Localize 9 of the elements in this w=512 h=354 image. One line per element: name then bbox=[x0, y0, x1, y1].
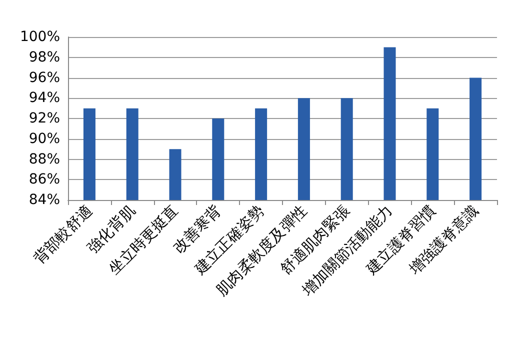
y-tick-label: 98% bbox=[28, 49, 60, 66]
y-tick-label: 94% bbox=[28, 90, 60, 106]
y-tick-label: 96% bbox=[28, 70, 60, 86]
y-tick-label: 88% bbox=[28, 151, 60, 168]
y-tick-label: 90% bbox=[28, 130, 60, 147]
y-tick-label: 100% bbox=[20, 29, 60, 45]
y-tick-label: 92% bbox=[28, 110, 60, 126]
y-tick-label: 86% bbox=[28, 172, 60, 188]
y-tick-label: 84% bbox=[28, 192, 60, 208]
